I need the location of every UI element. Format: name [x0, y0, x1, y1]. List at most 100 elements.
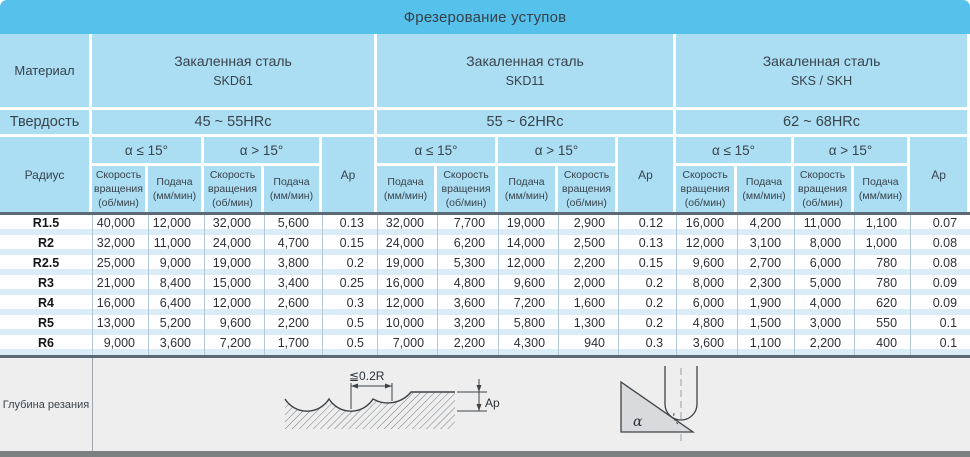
col-header: Скорость вращения (об/мин)	[437, 166, 499, 212]
value-cell: 0.1	[910, 315, 970, 335]
table-row: R2.5 25,000 9,000 19,000 3,800 0.2 19,000 5,300…	[0, 255, 970, 275]
depth-of-cut-panel: Глубина резания ≦0.2R Ap	[0, 355, 970, 451]
value-cell: 7,700	[437, 215, 499, 235]
value-cell: 940	[558, 335, 619, 355]
value-cell: 16,000	[92, 295, 148, 315]
value-cell: 2,300	[737, 275, 795, 295]
value-cell: 10,000	[377, 315, 438, 335]
value-cell: 6,400	[148, 295, 204, 315]
table-body: R1.5 40,000 12,000 32,000 5,600 0.13 32,000 7,7…	[0, 215, 970, 355]
col-header: Скорость вращения (об/мин)	[92, 166, 148, 212]
value-cell: 21,000	[92, 275, 148, 295]
ap-arrowhead	[476, 385, 482, 392]
value-cell: 4,800	[676, 315, 738, 335]
value-cell: 3,100	[737, 235, 795, 255]
value-cell: 9,600	[676, 255, 738, 275]
value-cell: 1,600	[558, 295, 619, 315]
value-cell: 0.2	[618, 275, 677, 295]
table-row: R4 16,000 6,400 12,000 2,600 0.3 12,000 3,600 7,…	[0, 295, 970, 315]
value-cell: 0.12	[618, 215, 677, 235]
value-cell: 0.5	[322, 315, 378, 335]
radius-label: Радиус	[0, 137, 92, 212]
table-row: R5 13,000 5,200 9,600 2,200 0.5 10,000 3,200 5,8…	[0, 315, 970, 335]
value-cell: 6,000	[794, 255, 855, 275]
value-cell: 0.1	[910, 335, 970, 355]
value-cell: 24,000	[377, 235, 438, 255]
bottom-accent-bar	[0, 451, 970, 457]
value-cell: 3,800	[264, 255, 322, 275]
ap-header: Ap	[618, 137, 677, 212]
value-cell: 0.09	[910, 275, 970, 295]
value-cell: 1,500	[737, 315, 795, 335]
value-cell: 2,200	[558, 255, 619, 275]
value-cell: 12,000	[148, 215, 204, 235]
value-cell: 3,600	[148, 335, 204, 355]
value-cell: 19,000	[498, 215, 559, 235]
table-row: R3 21,000 8,400 15,000 3,400 0.25 16,000 4,800 9…	[0, 275, 970, 295]
ap-arrowhead	[476, 404, 482, 411]
value-cell: 40,000	[92, 215, 148, 235]
cutting-conditions-table: Материал Закаленная сталь SKD61 Закаленн…	[0, 34, 970, 355]
value-cell: 3,200	[437, 315, 499, 335]
value-cell: 7,200	[204, 335, 264, 355]
value-cell: 11,000	[794, 215, 855, 235]
material-skd11: Закаленная сталь SKD11	[377, 34, 677, 110]
value-cell: 1,700	[264, 335, 322, 355]
value-cell: 0.2	[322, 255, 378, 275]
value-cell: 0.07	[910, 215, 970, 235]
material-name: Закаленная сталь	[762, 53, 881, 69]
table-row: R2 32,000 11,000 24,000 4,700 0.15 24,000 6,200…	[0, 235, 970, 255]
value-cell: 0.5	[322, 335, 378, 355]
value-cell: 15,000	[204, 275, 264, 295]
value-cell: 2,200	[794, 335, 855, 355]
value-cell: 0.09	[910, 295, 970, 315]
hardness-value: 45 ~ 55HRc	[92, 110, 378, 137]
col-header: Скорость вращения (об/мин)	[558, 166, 619, 212]
value-cell: 5,600	[264, 215, 322, 235]
value-cell: 0.2	[618, 315, 677, 335]
table-row: R1.5 40,000 12,000 32,000 5,600 0.13 32,000 7,7…	[0, 215, 970, 235]
col-header: Подача (мм/мин)	[498, 166, 559, 212]
radius-cell: R6	[0, 335, 92, 355]
value-cell: 0.08	[910, 235, 970, 255]
alpha-low-header: α ≤ 15°	[377, 137, 499, 166]
depth-of-cut-label: Глубина резания	[0, 358, 93, 451]
alpha-low-header: α ≤ 15°	[92, 137, 204, 166]
value-cell: 3,600	[437, 295, 499, 315]
value-cell: 32,000	[92, 235, 148, 255]
alpha-low-header: α ≤ 15°	[676, 137, 795, 166]
value-cell: 2,900	[558, 215, 619, 235]
value-cell: 0.13	[618, 235, 677, 255]
value-cell: 12,000	[204, 295, 264, 315]
value-cell: 5,200	[148, 315, 204, 335]
ap-header: Ap	[910, 137, 970, 212]
value-cell: 19,000	[377, 255, 438, 275]
value-cell: 0.15	[322, 235, 378, 255]
radius-cell: R1.5	[0, 215, 92, 235]
value-cell: 2,200	[437, 335, 499, 355]
material-grade: SKD11	[505, 74, 545, 88]
angle-triangle	[620, 380, 696, 433]
material-sks-skh: Закаленная сталь SKS / SKH	[676, 34, 970, 110]
col-header: Подача (мм/мин)	[737, 166, 795, 212]
value-cell: 0.25	[322, 275, 378, 295]
value-cell: 4,200	[737, 215, 795, 235]
value-cell: 780	[854, 275, 911, 295]
value-cell: 16,000	[377, 275, 438, 295]
value-cell: 6,000	[676, 295, 738, 315]
value-cell: 9,000	[148, 255, 204, 275]
col-header: Скорость вращения (об/мин)	[676, 166, 738, 212]
dim-arrowhead	[385, 383, 392, 389]
alpha-angle-text: α	[633, 414, 643, 430]
value-cell: 12,000	[498, 255, 559, 275]
col-header: Подача (мм/мин)	[264, 166, 322, 212]
material-label: Материал	[0, 34, 92, 110]
value-cell: 1,100	[737, 335, 795, 355]
ap-dimension-text: Ap	[485, 396, 500, 410]
radius-cell: R5	[0, 315, 92, 335]
radius-cell: R2.5	[0, 255, 92, 275]
value-cell: 620	[854, 295, 911, 315]
value-cell: 6,200	[437, 235, 499, 255]
value-cell: 2,000	[558, 275, 619, 295]
